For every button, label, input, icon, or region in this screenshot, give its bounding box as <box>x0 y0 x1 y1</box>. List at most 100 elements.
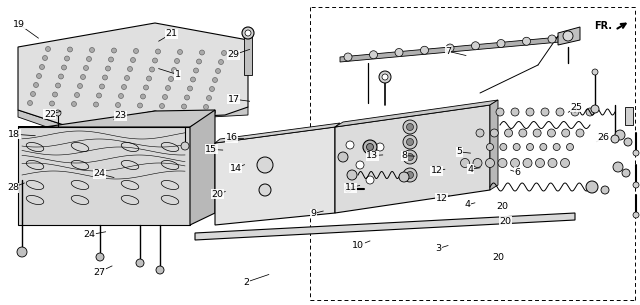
Circle shape <box>601 186 609 194</box>
Text: 29: 29 <box>228 50 239 59</box>
Polygon shape <box>335 100 498 127</box>
Circle shape <box>52 92 58 97</box>
Circle shape <box>122 84 127 89</box>
Text: 24: 24 <box>93 169 105 178</box>
Circle shape <box>31 92 35 96</box>
Circle shape <box>45 46 51 52</box>
Circle shape <box>420 46 429 54</box>
Circle shape <box>553 143 560 150</box>
Circle shape <box>207 95 211 101</box>
Circle shape <box>257 157 273 173</box>
Circle shape <box>347 170 357 180</box>
Circle shape <box>156 49 161 54</box>
Circle shape <box>382 74 388 80</box>
Circle shape <box>159 103 164 109</box>
Circle shape <box>17 247 27 257</box>
Polygon shape <box>18 127 190 225</box>
Circle shape <box>486 143 493 150</box>
Circle shape <box>526 108 534 116</box>
Text: 11: 11 <box>345 183 356 192</box>
Circle shape <box>81 74 86 80</box>
Circle shape <box>497 40 505 48</box>
Circle shape <box>196 59 202 64</box>
Circle shape <box>58 74 63 79</box>
Polygon shape <box>335 105 490 213</box>
Circle shape <box>61 65 67 70</box>
Circle shape <box>72 102 77 106</box>
Circle shape <box>49 101 54 106</box>
Circle shape <box>106 66 111 71</box>
Circle shape <box>218 59 223 64</box>
Circle shape <box>204 105 209 109</box>
Circle shape <box>615 130 625 140</box>
Circle shape <box>522 37 531 45</box>
Circle shape <box>152 58 157 63</box>
Text: 2: 2 <box>243 278 250 287</box>
Circle shape <box>168 77 173 81</box>
Text: 13: 13 <box>367 151 378 160</box>
Circle shape <box>633 182 639 188</box>
Circle shape <box>338 152 348 162</box>
Polygon shape <box>215 123 340 143</box>
Circle shape <box>55 110 61 116</box>
Polygon shape <box>18 110 215 127</box>
Circle shape <box>125 76 129 81</box>
Text: 16: 16 <box>226 133 237 142</box>
Text: 7: 7 <box>445 47 451 56</box>
Circle shape <box>561 159 570 167</box>
Polygon shape <box>244 35 252 75</box>
Circle shape <box>90 48 95 52</box>
Circle shape <box>221 51 227 56</box>
Circle shape <box>611 135 619 143</box>
Circle shape <box>523 159 532 167</box>
Circle shape <box>633 150 639 156</box>
Text: 12: 12 <box>431 166 442 175</box>
Circle shape <box>188 86 193 91</box>
Circle shape <box>403 120 417 134</box>
Circle shape <box>200 50 205 55</box>
Circle shape <box>166 85 170 91</box>
Circle shape <box>83 66 88 70</box>
Circle shape <box>131 58 136 63</box>
Text: 20: 20 <box>492 253 504 262</box>
Circle shape <box>216 69 221 74</box>
Circle shape <box>504 129 513 137</box>
Text: 18: 18 <box>8 130 20 139</box>
Text: 23: 23 <box>115 111 126 120</box>
Circle shape <box>536 159 545 167</box>
Circle shape <box>586 181 598 193</box>
Bar <box>625 107 633 125</box>
Circle shape <box>541 108 549 116</box>
Text: 21: 21 <box>166 29 177 38</box>
Circle shape <box>548 35 556 43</box>
Text: 8: 8 <box>401 151 408 160</box>
Circle shape <box>556 108 564 116</box>
Circle shape <box>28 101 33 106</box>
Text: 5: 5 <box>456 147 463 156</box>
Circle shape <box>259 184 271 196</box>
Polygon shape <box>558 27 580 45</box>
Circle shape <box>622 169 630 177</box>
Circle shape <box>527 143 534 150</box>
Circle shape <box>511 108 519 116</box>
Circle shape <box>548 159 557 167</box>
Circle shape <box>533 129 541 137</box>
Circle shape <box>143 85 148 90</box>
Text: 20: 20 <box>500 217 511 226</box>
Circle shape <box>513 143 520 150</box>
Text: 1: 1 <box>175 70 181 79</box>
Circle shape <box>540 143 547 150</box>
Circle shape <box>150 67 154 72</box>
Circle shape <box>563 31 573 41</box>
Text: 26: 26 <box>597 133 609 142</box>
Circle shape <box>163 95 168 99</box>
Circle shape <box>363 140 377 154</box>
Circle shape <box>500 143 507 150</box>
Circle shape <box>141 94 145 99</box>
Circle shape <box>344 53 352 61</box>
Polygon shape <box>18 23 248 127</box>
Text: 12: 12 <box>436 194 447 203</box>
Circle shape <box>562 129 570 137</box>
Circle shape <box>346 141 354 149</box>
Polygon shape <box>340 37 560 62</box>
